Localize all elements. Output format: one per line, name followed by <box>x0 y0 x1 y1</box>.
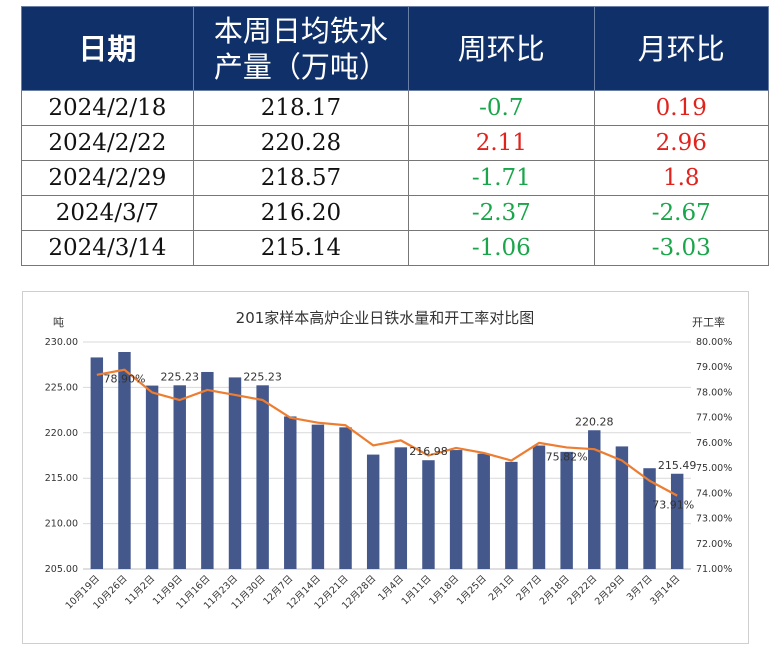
data-label: 75.82% <box>546 450 588 463</box>
left-tick-label: 215.00 <box>45 473 78 484</box>
right-tick-label: 75.00% <box>696 463 732 474</box>
output-bar <box>588 430 601 569</box>
header-wow-label: 周环比 <box>457 31 545 66</box>
cell-wow: -1.06 <box>408 230 595 266</box>
output-bar <box>90 357 104 569</box>
header-output-line2: 产量（万吨） <box>213 49 388 84</box>
right-axis-label: 开工率 <box>692 315 725 329</box>
output-bar <box>145 385 159 569</box>
x-tick-label: 2月1日 <box>487 573 517 603</box>
cell-output: 218.17 <box>192 90 410 126</box>
right-tick-label: 80.00% <box>696 337 732 348</box>
cell-output: 215.14 <box>192 230 410 266</box>
output-bar <box>449 450 463 569</box>
iron-output-table: 日期 本周日均铁水 产量（万吨） 周环比 月环比 2024/2/18 218.17-… <box>21 6 769 266</box>
data-label: 225.23 <box>160 370 199 383</box>
iron-output-chart: 201家样本高炉企业日铁水量和开工率对比图 吨 开工率 205.00 210.00… <box>45 309 732 612</box>
right-tick-label: 76.00% <box>696 438 732 449</box>
header-date: 日期 <box>21 6 194 91</box>
cell-wow: -2.37 <box>408 195 595 231</box>
right-tick-label: 74.00% <box>696 488 732 499</box>
output-bar <box>201 371 214 569</box>
data-label: 220.28 <box>575 415 614 428</box>
table-row: 2024/2/22 220.28 2.11 2.96 <box>21 125 769 161</box>
output-bar <box>394 447 408 569</box>
right-tick-label: 72.00% <box>696 539 732 550</box>
x-tick-label: 1月25日 <box>455 573 489 607</box>
header-wow: 周环比 <box>408 6 595 91</box>
left-tick-label: 205.00 <box>45 564 78 575</box>
header-mom-label: 月环比 <box>637 31 725 66</box>
left-tick-label: 230.00 <box>45 337 78 348</box>
data-label: 216.98 <box>409 445 448 458</box>
header-mom: 月环比 <box>593 6 769 91</box>
output-bar <box>366 454 380 569</box>
table-row: 2024/2/29 218.57 -1.71 1.8 <box>21 160 769 196</box>
data-label: 73.91% <box>652 499 694 512</box>
output-bar <box>477 453 490 569</box>
right-tick-label: 78.00% <box>696 387 732 398</box>
table-row: 2024/3/14 215.14 -1.06 -3.03 <box>21 230 769 266</box>
header-output-line1: 本周日均铁水 <box>213 13 388 48</box>
output-bar <box>311 424 325 569</box>
cell-date: 2024/3/14 <box>21 230 194 266</box>
left-axis-label: 吨 <box>53 316 64 329</box>
right-tick-label: 73.00% <box>696 514 732 525</box>
right-tick-label: 79.00% <box>696 362 732 373</box>
output-bar <box>256 385 269 569</box>
output-bar <box>339 427 352 569</box>
cell-mom: -2.67 <box>593 195 769 231</box>
header-output: 本周日均铁水 产量（万吨） <box>192 6 410 91</box>
right-tick-label: 77.00% <box>696 413 732 424</box>
cell-mom: 1.8 <box>593 160 769 196</box>
output-bar <box>505 461 518 569</box>
utilization-line <box>96 368 678 497</box>
table-row: 2024/3/7 216.20 -2.37 -2.67 <box>21 195 769 231</box>
table-row: 2024/2/18 218.17 -0.7 0.19 <box>21 90 769 126</box>
x-tick-label: 3月14日 <box>648 573 682 607</box>
cell-mom: 0.19 <box>593 90 769 126</box>
left-tick-label: 225.00 <box>45 382 78 393</box>
data-label: 225.23 <box>243 370 282 383</box>
cell-wow: -1.71 <box>408 160 595 196</box>
right-tick-label: 71.00% <box>696 564 732 575</box>
output-bar <box>532 445 546 569</box>
cell-output: 218.57 <box>192 160 410 196</box>
cell-wow: 2.11 <box>408 125 595 161</box>
data-label: 78.90% <box>103 373 145 386</box>
data-label: 215.49 <box>658 459 697 472</box>
output-bar <box>560 451 573 569</box>
output-bar <box>284 416 297 569</box>
output-bar <box>422 460 435 569</box>
output-bar <box>228 377 242 569</box>
cell-wow: -0.7 <box>408 90 595 126</box>
cell-date: 2024/2/22 <box>21 125 194 161</box>
cell-mom: -3.03 <box>593 230 769 266</box>
cell-date: 2024/2/18 <box>21 90 194 126</box>
chart-title: 201家样本高炉企业日铁水量和开工率对比图 <box>236 309 535 327</box>
output-bar <box>173 385 186 569</box>
cell-mom: 2.96 <box>593 125 769 161</box>
cell-date: 2024/2/29 <box>21 160 194 196</box>
cell-output: 216.20 <box>192 195 410 231</box>
output-bar <box>670 473 684 569</box>
left-tick-label: 210.00 <box>45 519 78 530</box>
x-tick-label: 2月29日 <box>593 573 627 607</box>
header-date-label: 日期 <box>78 31 137 66</box>
output-bar <box>615 446 629 569</box>
cell-output: 220.28 <box>192 125 410 161</box>
output-bar <box>643 468 656 569</box>
left-tick-label: 220.00 <box>45 428 78 439</box>
cell-date: 2024/3/7 <box>21 195 194 231</box>
chart-panel: 201家样本高炉企业日铁水量和开工率对比图 吨 开工率 205.00 210.00… <box>22 291 749 644</box>
output-bar <box>118 351 131 569</box>
